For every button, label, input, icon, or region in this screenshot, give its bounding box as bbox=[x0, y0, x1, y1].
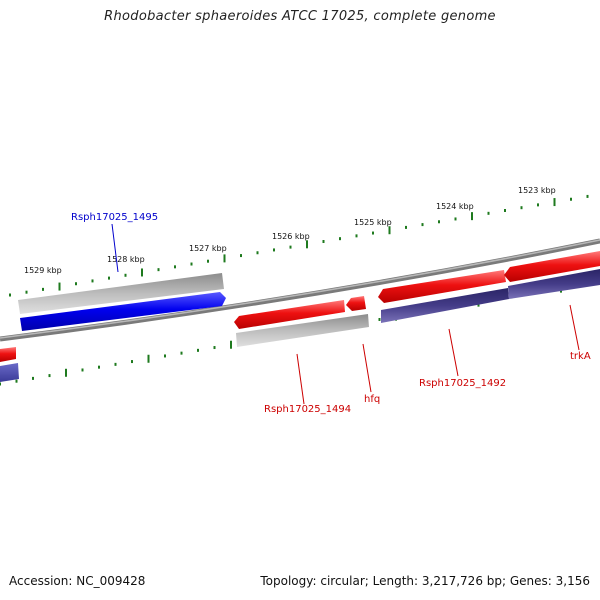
kbp-label-1528: 1528 kbp bbox=[107, 255, 145, 264]
gene-Rsph17025_1492-upper[interactable] bbox=[378, 270, 506, 303]
accession-text: Accession: NC_009428 bbox=[9, 574, 146, 588]
gene-grey-1494-lower[interactable] bbox=[236, 314, 369, 347]
kbp-label-1525: 1525 kbp bbox=[354, 218, 392, 227]
gene-Rsph17025_1494-upper[interactable] bbox=[234, 300, 345, 329]
gene-trkA-upper[interactable] bbox=[504, 251, 600, 282]
map-title: Rhodobacter sphaeroides ATCC 17025, comp… bbox=[104, 9, 496, 24]
kbp-label-1524: 1524 kbp bbox=[436, 202, 474, 211]
gene-grey-upper[interactable] bbox=[18, 273, 224, 314]
label-Rsph17025_1495[interactable]: Rsph17025_1495 bbox=[71, 212, 158, 223]
kbp-label-1527: 1527 kbp bbox=[189, 244, 227, 253]
kbp-label-1523: 1523 kbp bbox=[518, 186, 556, 195]
label-trkA[interactable]: trkA bbox=[570, 351, 591, 362]
gene-left-navy-partial[interactable] bbox=[0, 363, 19, 382]
leader-hfq bbox=[362, 343, 372, 393]
topology-text: Topology: circular; Length: 3,217,726 bp… bbox=[260, 574, 590, 588]
kbp-label-1526: 1526 kbp bbox=[272, 232, 310, 241]
label-Rsph17025_1494[interactable]: Rsph17025_1494 bbox=[264, 404, 351, 415]
leader-Rsph17025_1495 bbox=[111, 223, 119, 273]
gene-trkA-lower[interactable] bbox=[508, 269, 600, 299]
ruler-top-ticks bbox=[9, 194, 589, 297]
genome-backbone-highlight bbox=[0, 239, 600, 339]
kbp-label-1529: 1529 kbp bbox=[24, 266, 62, 275]
leader-Rsph17025_1492 bbox=[448, 328, 459, 377]
gene-Rsph17025_1495[interactable] bbox=[20, 292, 226, 331]
leader-trkA bbox=[569, 304, 580, 351]
label-hfq[interactable]: hfq bbox=[364, 394, 380, 405]
gene-Rsph17025_1492-lower[interactable] bbox=[381, 288, 509, 323]
leader-Rsph17025_1494 bbox=[296, 353, 305, 405]
gene-hfq[interactable] bbox=[346, 296, 366, 311]
genome-backbone bbox=[0, 238, 600, 342]
label-Rsph17025_1492[interactable]: Rsph17025_1492 bbox=[419, 378, 506, 389]
gene-left-red-partial[interactable] bbox=[0, 347, 16, 362]
